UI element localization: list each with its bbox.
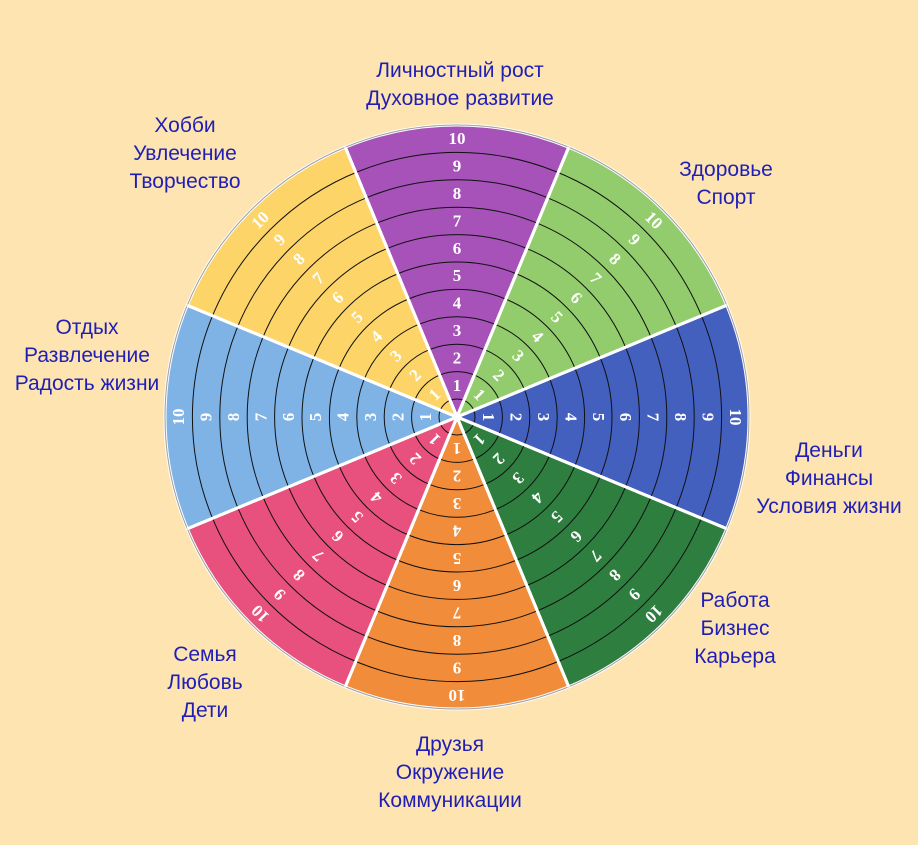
label-family-line-1: Семья	[173, 643, 237, 666]
scale-label-friends-10: 10	[449, 686, 466, 705]
label-growth: Личностный рост Духовное развитие	[355, 57, 565, 113]
label-health-line-1: Здоровье	[679, 158, 773, 181]
scale-label-rest-5: 5	[306, 413, 325, 422]
label-family: Семья Любовь Дети	[150, 641, 260, 725]
scale-label-growth-4: 4	[453, 294, 462, 313]
scale-label-rest-1: 1	[416, 413, 435, 422]
scale-label-growth-10: 10	[449, 129, 466, 148]
scale-ring-4	[328, 288, 586, 546]
scale-label-growth-9: 9	[453, 157, 462, 176]
label-growth-line-2: Духовное развитие	[366, 87, 554, 110]
center-ring	[438, 398, 476, 436]
label-rest: Отдых Развлечение Радость жизни	[2, 314, 172, 398]
scale-ring-7	[246, 206, 668, 628]
wheel-rim	[164, 124, 750, 710]
label-money: Деньги Финансы Условия жизни	[744, 437, 914, 521]
sector-divider	[456, 303, 728, 419]
scale-label-rest-10: 10	[169, 409, 188, 426]
scale-ring-3	[356, 316, 558, 518]
sector-divider	[455, 416, 571, 688]
scale-ring-2	[383, 343, 531, 491]
scale-label-money-3: 3	[534, 413, 553, 422]
label-friends-line-3: Коммуникации	[378, 789, 522, 812]
scale-label-friends-5: 5	[453, 549, 462, 568]
scale-label-growth-8: 8	[453, 184, 462, 203]
scale-ring-6	[274, 234, 640, 600]
scale-label-growth-3: 3	[453, 321, 462, 340]
label-work-line-1: Работа	[700, 589, 770, 612]
label-work: Работа Бизнес Карьера	[680, 587, 790, 671]
scale-label-growth-5: 5	[453, 266, 462, 285]
scale-label-friends-3: 3	[453, 494, 462, 513]
sector-divider	[343, 416, 459, 688]
label-growth-line-1: Личностный рост	[376, 59, 544, 82]
scale-label-rest-8: 8	[224, 413, 243, 422]
scale-label-money-1: 1	[479, 413, 498, 422]
label-money-line-1: Деньги	[795, 439, 863, 462]
sector-divider	[455, 146, 571, 418]
label-hobby-line-1: Хобби	[154, 114, 216, 137]
label-money-line-2: Финансы	[784, 467, 874, 490]
scale-label-rest-6: 6	[279, 413, 298, 422]
label-rest-line-3: Радость жизни	[14, 372, 160, 395]
label-work-line-3: Карьера	[694, 645, 776, 668]
scale-label-growth-1: 1	[453, 376, 462, 395]
scale-label-friends-2: 2	[453, 467, 462, 486]
label-family-line-2: Любовь	[167, 671, 243, 694]
scale-label-money-8: 8	[671, 413, 690, 422]
label-rest-line-2: Развлечение	[24, 344, 150, 367]
scale-ring-8	[219, 179, 695, 655]
scale-label-rest-9: 9	[197, 413, 216, 422]
label-rest-line-1: Отдых	[55, 316, 119, 339]
label-money-line-3: Условия жизни	[756, 495, 902, 518]
scale-ring-9	[191, 151, 723, 683]
scale-label-money-6: 6	[616, 413, 635, 422]
scale-label-rest-3: 3	[361, 413, 380, 422]
scale-label-rest-4: 4	[334, 412, 353, 421]
scale-label-friends-9: 9	[453, 658, 462, 677]
label-friends-line-1: Друзья	[415, 733, 485, 756]
scale-label-money-10: 10	[726, 409, 745, 426]
label-friends: Друзья Окружение Коммуникации	[360, 731, 540, 815]
scale-label-money-2: 2	[507, 413, 526, 422]
scale-label-rest-2: 2	[388, 413, 407, 422]
label-friends-line-2: Окружение	[395, 761, 505, 784]
scale-label-friends-7: 7	[452, 604, 461, 623]
sector-divider	[343, 146, 459, 418]
label-hobby: Хобби Увлечение Творчество	[110, 112, 260, 196]
label-health-line-2: Спорт	[696, 186, 756, 209]
sector-divider	[186, 415, 458, 531]
scale-label-money-4: 4	[561, 413, 580, 422]
scale-ring-1	[411, 371, 503, 463]
scale-label-friends-6: 6	[453, 576, 462, 595]
scale-label-money-9: 9	[698, 413, 717, 422]
scale-label-growth-2: 2	[453, 348, 462, 367]
label-work-line-2: Бизнес	[700, 617, 770, 640]
scale-label-friends-1: 1	[453, 439, 462, 458]
scale-label-money-5: 5	[589, 413, 608, 422]
sector-divider	[186, 303, 458, 419]
label-family-line-3: Дети	[181, 699, 229, 722]
label-health: Здоровье Спорт	[656, 156, 796, 212]
scale-label-growth-6: 6	[453, 239, 462, 258]
scale-label-friends-8: 8	[453, 631, 462, 650]
label-hobby-line-3: Творчество	[129, 170, 241, 193]
scale-label-rest-7: 7	[251, 412, 270, 421]
sector-divider	[456, 415, 728, 531]
scale-label-growth-7: 7	[453, 211, 462, 230]
label-hobby-line-2: Увлечение	[133, 142, 237, 165]
scale-label-friends-4: 4	[452, 521, 461, 540]
scale-ring-5	[301, 261, 613, 573]
scale-label-money-7: 7	[644, 413, 663, 422]
